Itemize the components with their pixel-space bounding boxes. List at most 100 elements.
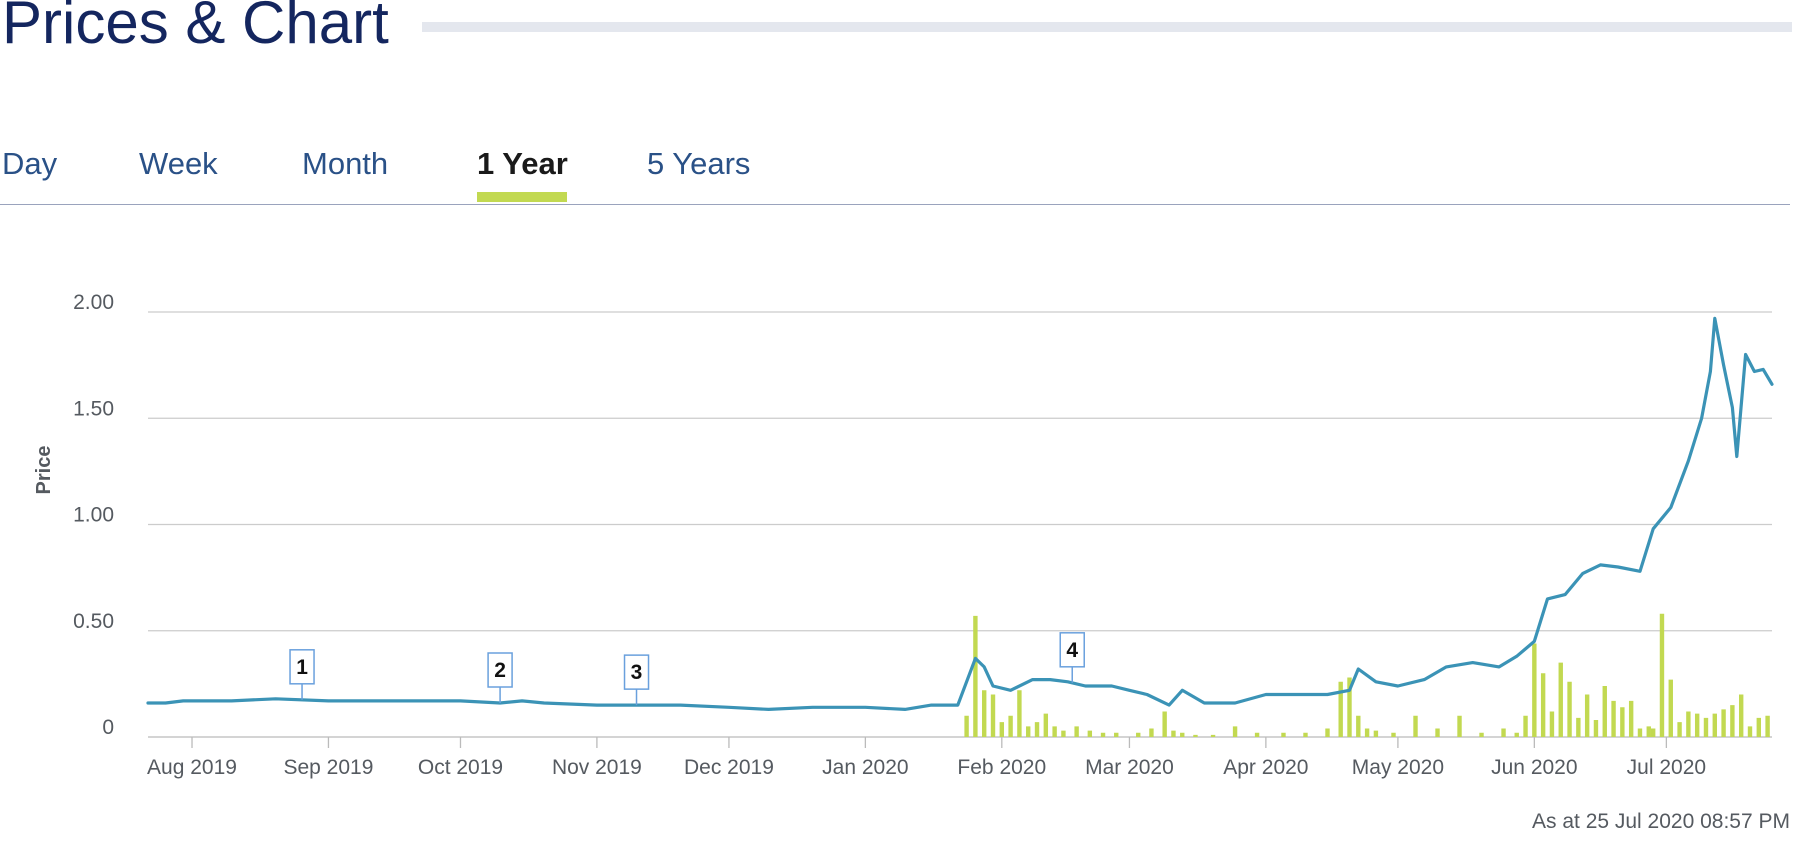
volume-bar <box>1087 730 1093 737</box>
volume-bar <box>1514 732 1519 737</box>
y-tick-label: 2.00 <box>73 291 114 314</box>
x-tick-label: Dec 2019 <box>684 756 774 779</box>
volume-bar <box>1026 726 1031 737</box>
x-tick-label: Jul 2020 <box>1627 756 1706 779</box>
volume-bar <box>1435 728 1440 737</box>
tab-5-years[interactable]: 5 Years <box>647 146 751 181</box>
volume-bar <box>1593 720 1599 737</box>
x-tick-label: Feb 2020 <box>957 756 1046 779</box>
event-marker <box>487 652 513 688</box>
volume-bar <box>1254 732 1260 737</box>
volume-bar <box>1576 717 1581 737</box>
volume-bar <box>1232 726 1238 737</box>
y-tick-label: 1.00 <box>73 504 114 527</box>
volume-bar <box>1008 715 1013 737</box>
tab-week[interactable]: Week <box>139 146 218 181</box>
volume-bar <box>1602 686 1607 737</box>
event-marker-label: 1 <box>296 656 308 679</box>
x-tick-label: Aug 2019 <box>147 756 237 779</box>
x-tick-label: Jan 2020 <box>822 756 908 779</box>
volume-bar <box>1747 726 1753 737</box>
volume-bar <box>1017 690 1022 737</box>
volume-bar <box>973 615 978 737</box>
volume-bar <box>1765 715 1770 737</box>
volume-bar <box>1628 700 1634 737</box>
volume-bar <box>1193 734 1198 737</box>
volume-bar <box>1637 728 1643 737</box>
x-tick-label: Jun 2020 <box>1491 756 1577 779</box>
volume-bar <box>1100 732 1106 737</box>
title-divider <box>422 22 1792 32</box>
volume-bar <box>1052 726 1057 737</box>
volume-bar <box>1646 726 1651 737</box>
volume-bar <box>1659 613 1665 737</box>
volume-bar <box>1114 732 1119 737</box>
volume-bar <box>1620 707 1625 737</box>
volume-bar <box>1061 730 1066 737</box>
volume-bar <box>1756 717 1761 737</box>
volume-bar <box>1356 715 1361 737</box>
volume-bar <box>1730 705 1735 737</box>
event-marker <box>289 649 315 685</box>
y-axis-title: Price <box>33 446 55 495</box>
volume-bar <box>1210 734 1216 737</box>
x-tick-label: Mar 2020 <box>1085 756 1174 779</box>
x-tick-label: May 2020 <box>1352 756 1444 779</box>
price-line <box>146 316 1774 712</box>
volume-bar <box>999 722 1005 737</box>
event-marker-label: 4 <box>1066 639 1078 662</box>
volume-bar <box>1611 700 1616 737</box>
volume-bar <box>1523 715 1528 737</box>
volume-bar <box>1668 679 1673 737</box>
volume-bar <box>1338 681 1343 737</box>
volume-bar <box>1171 730 1176 737</box>
y-tick-label: 0.50 <box>73 610 114 633</box>
tab-day[interactable]: Day <box>2 146 58 181</box>
volume-bar <box>1074 726 1079 737</box>
volume-bar <box>1413 715 1418 737</box>
volume-bar <box>1162 711 1167 737</box>
volume-bar <box>1567 681 1572 737</box>
volume-bar <box>1558 662 1563 737</box>
volume-bar <box>1677 722 1682 737</box>
volume-bar <box>1303 732 1308 737</box>
volume-bar <box>1650 728 1656 737</box>
volume-bar <box>990 694 996 737</box>
volume-bar <box>1347 677 1352 737</box>
volume-bar <box>1364 728 1370 737</box>
x-tick-label: Nov 2019 <box>552 756 642 779</box>
volume-bar <box>1391 732 1396 737</box>
volume-bar <box>1034 722 1040 737</box>
volume-bar <box>1721 709 1726 737</box>
volume-bar <box>964 715 969 737</box>
x-tick-label: Apr 2020 <box>1223 756 1308 779</box>
event-marker <box>623 654 650 690</box>
y-tick-label: 0 <box>102 716 114 739</box>
y-tick-label: 1.50 <box>73 397 114 420</box>
event-marker-label: 3 <box>631 661 643 684</box>
volume-bar <box>1686 711 1691 737</box>
volume-bar <box>1373 730 1379 737</box>
volume-bar <box>1549 711 1555 737</box>
volume-bar <box>1281 732 1286 737</box>
volume-bar <box>1479 732 1484 737</box>
timeframe-tabs: Day Week Month 1 Year 5 Years <box>0 140 1790 205</box>
volume-bar <box>1703 717 1709 737</box>
volume-bar <box>1325 728 1330 737</box>
x-tick-label: Sep 2019 <box>283 756 373 779</box>
volume-bar <box>1532 643 1537 737</box>
x-tick-label: Oct 2019 <box>418 756 503 779</box>
timestamp-note: As at 25 Jul 2020 08:57 PM <box>1532 810 1790 833</box>
volume-bar <box>1694 713 1700 737</box>
volume-bar <box>1136 732 1141 737</box>
tab-month[interactable]: Month <box>302 146 389 181</box>
page-title: Prices & Chart <box>2 0 389 56</box>
volume-bar <box>1584 694 1590 737</box>
volume-bar <box>1540 673 1546 737</box>
tab-1-year[interactable]: 1 Year <box>477 146 568 181</box>
volume-bar <box>982 690 987 737</box>
volume-bar <box>1501 728 1506 737</box>
volume-bar <box>1043 713 1049 737</box>
active-tab-indicator <box>477 192 567 202</box>
